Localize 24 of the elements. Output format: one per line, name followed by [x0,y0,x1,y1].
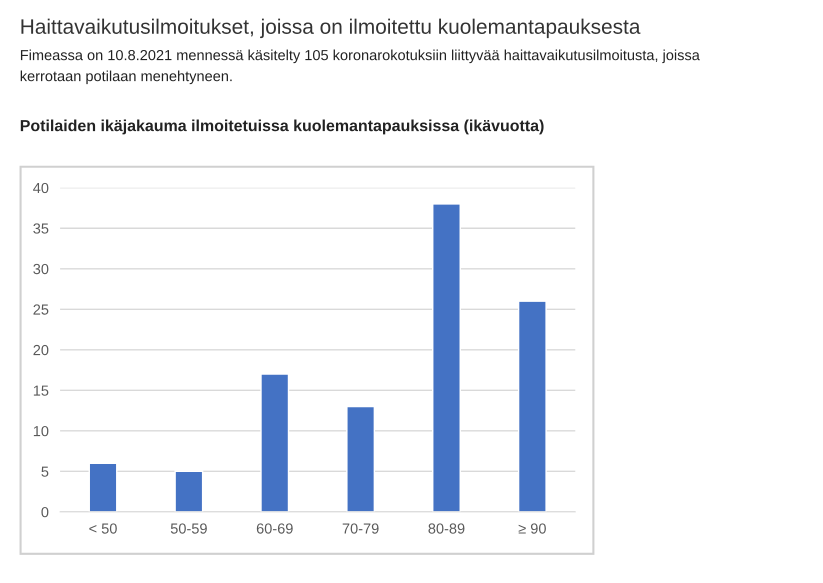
y-tick-label: 10 [34,426,48,436]
y-tick-label: 25 [33,304,48,315]
y-tick-label: 30 [33,264,48,274]
x-tick-label: 60-69 [256,523,293,534]
x-tick-label: < 50 [89,523,117,534]
bar [518,300,547,512]
bar [260,373,290,512]
x-tick-label: 50-59 [170,523,207,534]
y-tick-label: 0 [41,506,48,518]
x-tick-label: 80-89 [428,523,464,534]
text: Fimeassa on 10.8.2021 mennessä käsitelty 105 koronarokotuksiin liittyvää haittavaikutusilmoitusta, joissa kerrotaan potilaan menehtyneen. [20,50,700,84]
y-tick-label: 15 [34,386,48,396]
bar [88,462,118,512]
chart-title: Potilaiden ikäjakauma ilmoitetuissa kuolemantapauksissa (ikävuotta) [20,120,544,134]
y-tick-label: 40 [33,182,48,194]
bar [174,470,204,512]
x-tick-label: 70-79 [342,523,379,534]
x-tick-label: ≥ 90 [518,523,546,534]
y-tick-label: 35 [33,223,48,234]
y-tick-label: 5 [41,466,48,477]
y-tick-label: 20 [33,344,48,356]
text: Haittavaikutusilmoitukset, joissa on ilmoitettu kuolemantapauksesta [21,18,640,38]
bar [432,203,461,512]
bar [346,406,376,512]
